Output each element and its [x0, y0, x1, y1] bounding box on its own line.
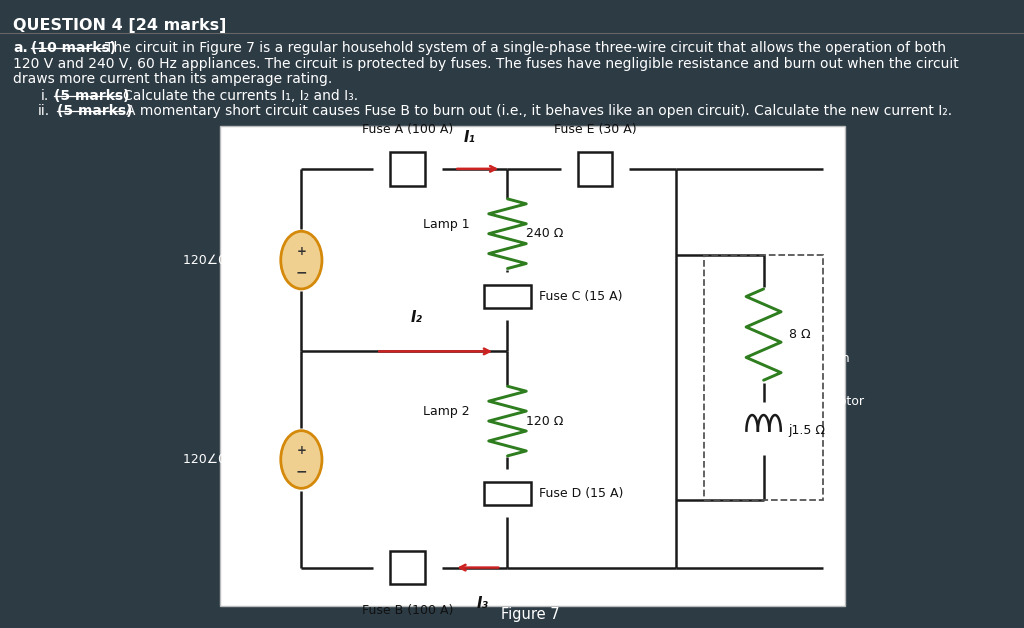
Text: i.: i.	[41, 89, 49, 103]
Text: Figure 7: Figure 7	[501, 607, 560, 622]
Text: ii.: ii.	[38, 104, 50, 118]
Text: Motor: Motor	[829, 396, 865, 408]
Text: Calculate the currents I₁, I₂ and I₃.: Calculate the currents I₁, I₂ and I₃.	[123, 89, 358, 103]
Text: Fuse E (30 A): Fuse E (30 A)	[554, 123, 636, 136]
Text: 240 Ω: 240 Ω	[526, 227, 563, 240]
Bar	[484, 482, 530, 505]
Text: QUESTION 4 [24 marks]: QUESTION 4 [24 marks]	[13, 18, 226, 33]
Text: 120∠0° V: 120∠0° V	[183, 453, 245, 466]
Bar	[220, 126, 845, 606]
Ellipse shape	[281, 231, 322, 289]
Text: +: +	[296, 445, 306, 457]
Text: 8 Ω: 8 Ω	[788, 328, 810, 341]
Text: −: −	[296, 465, 307, 479]
Text: I₁: I₁	[464, 130, 476, 145]
Text: a.: a.	[13, 41, 28, 55]
Text: Fuse A (100 A): Fuse A (100 A)	[361, 123, 454, 136]
Text: (5 marks): (5 marks)	[57, 104, 133, 118]
Text: 120∠0° V: 120∠0° V	[183, 254, 245, 267]
Text: I₂: I₂	[411, 310, 423, 325]
Text: (10 marks): (10 marks)	[31, 41, 116, 55]
Text: I₃: I₃	[476, 597, 488, 612]
Text: A momentary short circuit causes Fuse B to burn out (i.e., it behaves like an op: A momentary short circuit causes Fuse B …	[126, 104, 952, 118]
Text: 120 V and 240 V, 60 Hz appliances. The circuit is protected by fuses. The fuses : 120 V and 240 V, 60 Hz appliances. The c…	[13, 57, 959, 70]
Bar	[578, 152, 612, 186]
Text: +: +	[296, 245, 306, 258]
Text: Lamp 1: Lamp 1	[423, 217, 470, 230]
Ellipse shape	[281, 431, 322, 489]
Text: Lamp 2: Lamp 2	[423, 405, 470, 418]
Text: Fuse D (15 A): Fuse D (15 A)	[539, 487, 623, 500]
Bar	[705, 256, 823, 501]
Text: Fuse B (100 A): Fuse B (100 A)	[361, 604, 454, 617]
Text: Fuse C (15 A): Fuse C (15 A)	[539, 290, 623, 303]
Text: (5 marks): (5 marks)	[54, 89, 130, 103]
Bar	[390, 551, 425, 585]
Text: −: −	[296, 265, 307, 279]
Text: The circuit in Figure 7 is a regular household system of a single-phase three-wi: The circuit in Figure 7 is a regular hou…	[105, 41, 946, 55]
Text: j1.5 Ω: j1.5 Ω	[788, 424, 825, 437]
Bar	[484, 284, 530, 308]
Text: 120 Ω: 120 Ω	[526, 414, 563, 428]
Bar	[390, 152, 425, 186]
Text: draws more current than its amperage rating.: draws more current than its amperage rat…	[13, 72, 333, 86]
Text: Fan: Fan	[829, 352, 851, 365]
